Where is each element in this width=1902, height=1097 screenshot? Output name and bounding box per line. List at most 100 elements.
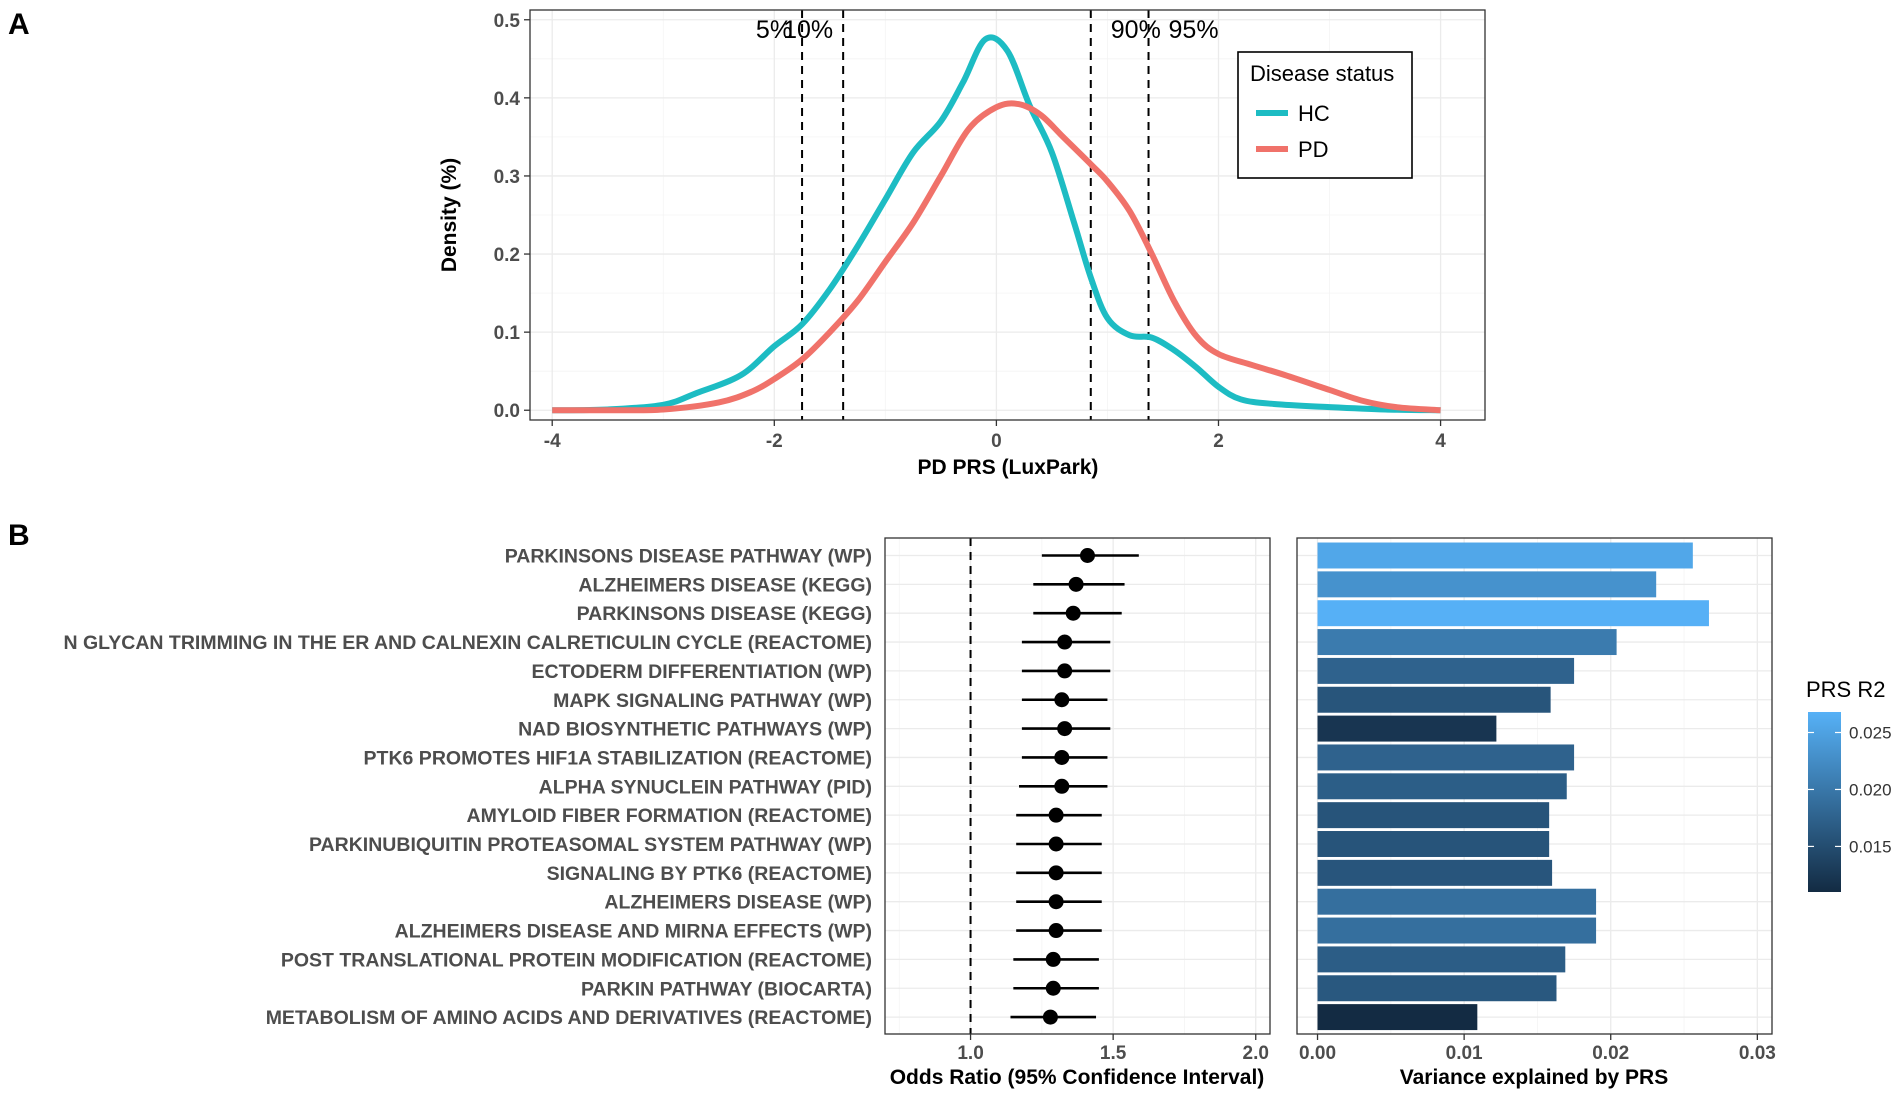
pathway-label: MAPK SIGNALING PATHWAY (WP): [553, 690, 872, 712]
variance-bar: [1317, 629, 1617, 656]
x-tick-label: 0.03: [1739, 1043, 1776, 1064]
odds-ratio-point: [1048, 807, 1064, 823]
density-chart: 5%10% 90% 95% -4 -2 0 2 4 0.0 0.1 0.2 0.3 0.4 0.5 P…: [438, 9, 1486, 479]
variance-bar: [1317, 542, 1693, 569]
variance-bar: [1317, 686, 1551, 713]
y-tick-label: 0.2: [494, 245, 520, 266]
x-tick-label: 0.01: [1446, 1043, 1483, 1064]
pathway-label: AMYLOID FIBER FORMATION (REACTOME): [466, 805, 872, 827]
colorbar-title: PRS R2: [1806, 677, 1885, 702]
panel-label-a: A: [8, 8, 30, 41]
legend-label-pd: PD: [1298, 137, 1329, 162]
pathway-label: PARKINUBIQUITIN PROTEASOMAL SYSTEM PATHW…: [309, 834, 872, 856]
pathway-label: PTK6 PROMOTES HIF1A STABILIZATION (REACT…: [364, 747, 872, 769]
variance-bar: [1317, 917, 1597, 944]
odds-ratio-point: [1057, 721, 1073, 737]
variance-bar: [1317, 657, 1575, 684]
variance-bar: [1317, 859, 1553, 886]
variance-bar: [1317, 946, 1566, 973]
variance-bar: [1317, 888, 1597, 915]
odds-ratio-point: [1048, 865, 1064, 881]
odds-ratio-point: [1065, 605, 1081, 621]
legend-title: Disease status: [1250, 61, 1394, 86]
odds-ratio-point: [1048, 836, 1064, 852]
x-tick-label: -2: [766, 431, 783, 452]
forest-marks: [1010, 548, 1139, 1025]
pathway-label: N GLYCAN TRIMMING IN THE ER AND CALNEXIN…: [63, 632, 872, 654]
odds-ratio-point: [1042, 1009, 1058, 1025]
odds-ratio-point: [1045, 980, 1061, 996]
x-tick-label: 0.00: [1299, 1043, 1336, 1064]
x-tick-label: 0: [991, 431, 1002, 452]
pathway-label: PARKINSONS DISEASE PATHWAY (WP): [505, 546, 872, 568]
y-tick-label: 0.3: [494, 167, 520, 188]
odds-ratio-point: [1054, 778, 1070, 794]
x-tick-label: 2.0: [1243, 1043, 1269, 1064]
variance-panel-border: [1296, 537, 1773, 1035]
variance-bar: [1317, 773, 1567, 800]
colorbar-tick-label: 0.025: [1849, 724, 1892, 743]
colorbar-ticks: 0.015 0.020 0.025: [1808, 724, 1892, 856]
colorbar-tick-label: 0.020: [1849, 780, 1892, 799]
legend: Disease status HC PD: [1237, 51, 1413, 179]
variance-bar: [1317, 600, 1709, 627]
x-tick-label: 2: [1213, 431, 1224, 452]
pathway-label: ALZHEIMERS DISEASE (KEGG): [578, 574, 872, 596]
variance-x-axis-title: Variance explained by PRS: [1400, 1066, 1668, 1089]
variance-bar: [1317, 744, 1575, 771]
x-tick-label: 0.02: [1592, 1043, 1629, 1064]
x-tick-label: 1.0: [957, 1043, 983, 1064]
y-tick-label: 0.5: [494, 11, 521, 32]
y-tick-label: 0.0: [494, 401, 520, 422]
odds-ratio-point: [1079, 548, 1095, 563]
odds-ratio-point: [1045, 951, 1061, 967]
x-tick-label: 4: [1435, 431, 1446, 452]
density-x-ticks: -4 -2 0 2 4: [544, 420, 1446, 452]
variance-bar: [1317, 715, 1497, 742]
panel-label-b: B: [8, 519, 30, 552]
pathway-label: METABOLISM OF AMINO ACIDS AND DERIVATIVE…: [266, 1007, 872, 1029]
pathway-labels: PARKINSONS DISEASE PATHWAY (WP) ALZHEIMER…: [63, 546, 872, 1030]
x-tick-label: -4: [544, 431, 561, 452]
variance-bar: [1317, 831, 1550, 857]
density-y-axis-title: Density (%): [438, 158, 461, 272]
colorbar: [1808, 712, 1841, 892]
percentile-label: 10%: [783, 16, 833, 44]
odds-ratio-point: [1048, 923, 1064, 939]
variance-bars: [1317, 542, 1709, 1031]
percentile-labels: 5%10% 90% 95%: [756, 16, 1219, 44]
odds-ratio-point: [1054, 692, 1070, 708]
variance-bar: [1317, 571, 1657, 598]
forest-plot: 1.0 1.5 2.0 Odds Ratio (95% Confidence Int…: [884, 537, 1271, 1089]
odds-ratio-point: [1048, 894, 1064, 910]
percentile-label: 5%: [756, 16, 792, 44]
pathway-label: ALZHEIMERS DISEASE AND MIRNA EFFECTS (WP…: [395, 921, 872, 943]
pathway-label: ALZHEIMERS DISEASE (WP): [604, 892, 872, 914]
pathway-label: SIGNALING BY PTK6 (REACTOME): [547, 863, 872, 885]
pathway-label: ECTODERM DIFFERENTIATION (WP): [531, 661, 872, 683]
y-tick-label: 0.4: [494, 89, 521, 110]
colorbar-tick-label: 0.015: [1849, 837, 1892, 856]
percentile-lines: [801, 10, 1150, 420]
variance-bar-chart: 0.00 0.01 0.02 0.03 Variance explained by P…: [1296, 537, 1776, 1089]
density-curve-hc: [552, 34, 1441, 414]
forest-x-axis-title: Odds Ratio (95% Confidence Interval): [890, 1066, 1265, 1089]
percentile-label: 90%: [1111, 16, 1161, 44]
variance-bar: [1317, 802, 1550, 829]
density-panel-border: [529, 9, 1486, 421]
pathway-label: NAD BIOSYNTHETIC PATHWAYS (WP): [518, 719, 872, 741]
forest-panel-border: [884, 537, 1271, 1035]
forest-x-ticks: 1.0 1.5 2.0: [957, 1034, 1269, 1064]
pathway-label: ALPHA SYNUCLEIN PATHWAY (PID): [539, 776, 872, 798]
y-tick-label: 0.1: [494, 323, 521, 344]
pathway-label: PARKINSONS DISEASE (KEGG): [577, 603, 872, 625]
variance-bar: [1317, 975, 1557, 1002]
percentile-label: 95%: [1169, 16, 1219, 44]
colorbar-legend: PRS R2 0.015 0.020 0.025: [1806, 677, 1892, 892]
odds-ratio-point: [1057, 663, 1073, 679]
density-y-ticks: 0.0 0.1 0.2 0.3 0.4 0.5: [494, 11, 530, 422]
legend-label-hc: HC: [1298, 101, 1330, 126]
odds-ratio-point: [1068, 576, 1084, 592]
density-gridlines: [530, 10, 1485, 420]
pathway-label: PARKIN PATHWAY (BIOCARTA): [581, 978, 872, 1000]
